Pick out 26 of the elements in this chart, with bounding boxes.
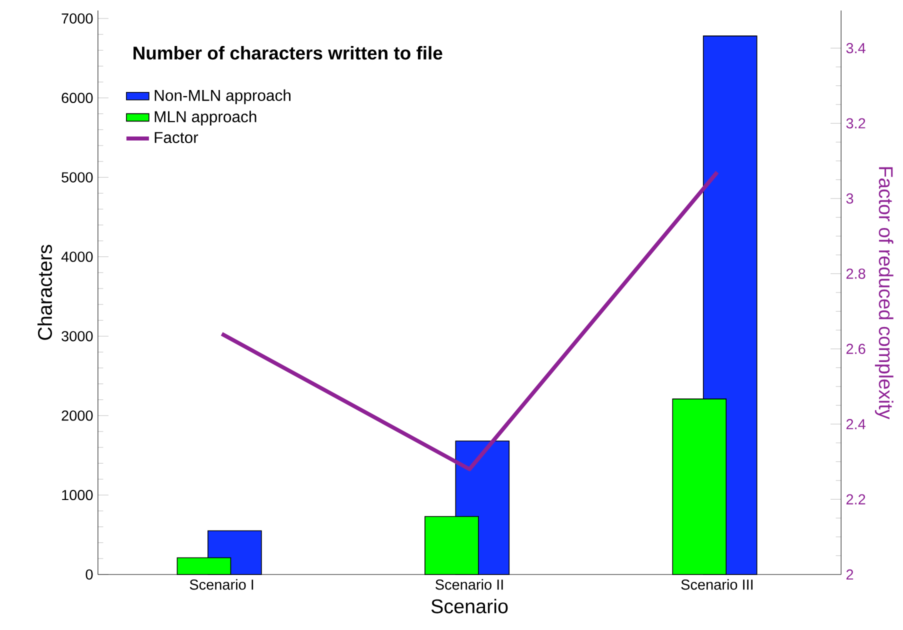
y-tick-label: 2000: [62, 410, 93, 421]
y2-tick-label: 2.4: [846, 419, 866, 430]
y2-tick-label: 3: [846, 193, 854, 204]
text: Number of characters written to file: [134, 46, 442, 60]
y-axis-title: Characters: [37, 245, 52, 340]
y-tick-label: 7000: [62, 13, 93, 24]
y-tick-label: 1000: [62, 490, 93, 500]
legend-label: MLN approach: [154, 110, 256, 126]
y-tick-label: 0: [86, 569, 93, 580]
y2-tick-label: 3.4: [846, 43, 866, 54]
y2-axis-title: Factor of reduced complexity: [874, 167, 894, 420]
y2-tick-label: 3.2: [846, 118, 866, 129]
x-tick-label: Scenario II: [436, 579, 503, 590]
x-tick-label: Scenario III: [681, 579, 753, 590]
y-tick-label: 5000: [62, 172, 93, 183]
y2-tick-label: 2.6: [846, 344, 866, 354]
y-tick-label: 3000: [62, 331, 93, 342]
y2-tick-label: 2.2: [846, 494, 866, 504]
y2-tick-label: 2.8: [846, 268, 866, 279]
x-axis-title: Scenario: [431, 598, 508, 614]
y-tick-label: 6000: [62, 92, 93, 104]
legend-label: Factor: [154, 132, 198, 144]
x-tick-label: Scenario I: [190, 579, 254, 590]
y-tick-label: 4000: [61, 252, 93, 262]
y2-tick-label: 2: [846, 570, 854, 580]
legend-label: Non-MLN approach: [154, 89, 290, 104]
